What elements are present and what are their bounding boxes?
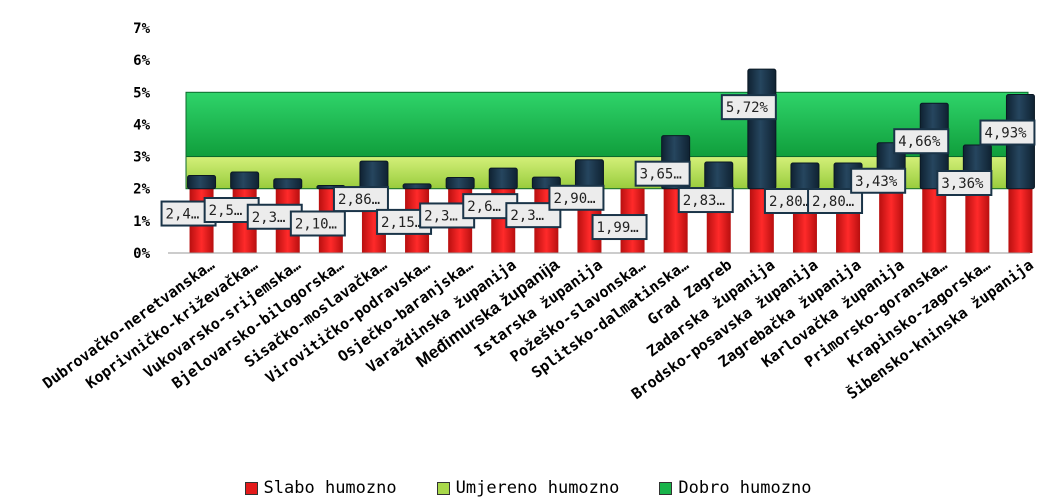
data-label-text: 2,5… xyxy=(209,203,243,219)
data-label-box xyxy=(677,187,734,214)
data-label: 3,43% xyxy=(850,167,907,194)
data-label-text: 2,83… xyxy=(683,193,725,209)
legend-item-umjereno: Umjereno humozno xyxy=(436,478,620,498)
data-label-text: 3,43% xyxy=(855,174,898,190)
data-label-text: 5,72% xyxy=(726,100,769,116)
legend-label: Slabo humozno xyxy=(263,478,397,498)
legend-swatch-red xyxy=(244,481,258,495)
y-tick-label: 0% xyxy=(133,246,150,262)
data-label-box xyxy=(720,94,777,121)
data-label-text: 2,3… xyxy=(510,208,544,224)
data-label-box xyxy=(591,214,648,241)
data-label-text: 2,10… xyxy=(295,217,337,233)
y-tick-label: 3% xyxy=(133,150,150,166)
bar xyxy=(402,183,432,190)
data-label-text: 2,86… xyxy=(338,192,380,208)
bar xyxy=(273,178,303,190)
data-label-text: 3,65… xyxy=(640,167,682,183)
data-label-text: 4,66% xyxy=(898,134,941,150)
y-tick-label: 1% xyxy=(133,214,150,230)
data-label-box xyxy=(850,167,907,194)
legend-label: Dobro humozno xyxy=(678,478,812,498)
bar xyxy=(230,171,260,190)
legend-label: Umjereno humozno xyxy=(455,478,620,498)
legend-swatch-green xyxy=(659,481,673,495)
bar xyxy=(359,160,389,190)
data-label: 2,10… xyxy=(289,210,346,237)
data-label-text: 2,90… xyxy=(553,191,595,207)
data-label: 2,86… xyxy=(332,186,389,213)
data-label-text: 2,15… xyxy=(381,215,423,231)
data-label-text: 2,3… xyxy=(252,210,286,226)
data-label-box xyxy=(548,184,605,211)
data-label: 2,83… xyxy=(677,187,734,214)
data-label-text: 3,36% xyxy=(941,176,984,192)
y-tick-label: 2% xyxy=(133,182,150,198)
data-label-box xyxy=(893,128,950,155)
legend-swatch-lightgreen xyxy=(436,481,450,495)
data-label-text: 2,80… xyxy=(812,194,854,210)
data-label-text: 1,99… xyxy=(597,220,639,236)
data-label: 2,80… xyxy=(807,188,864,214)
legend-item-slabo: Slabo humozno xyxy=(244,478,397,498)
bar xyxy=(747,68,777,190)
data-label-text: 4,93% xyxy=(984,126,1027,142)
data-label: 1,99… xyxy=(591,214,648,241)
bar xyxy=(574,159,604,190)
bar xyxy=(187,175,217,190)
bar xyxy=(445,176,475,190)
data-label-box xyxy=(332,186,389,213)
band-segment-slabo xyxy=(922,188,947,253)
data-label: 5,72% xyxy=(720,94,777,121)
bar xyxy=(704,161,734,190)
data-label: 2,90… xyxy=(548,184,605,211)
data-label-box xyxy=(979,119,1036,146)
y-tick-label: 4% xyxy=(133,117,150,133)
band-segment-slabo xyxy=(965,188,990,253)
data-label: 4,66% xyxy=(893,128,950,155)
data-label-text: 2,3… xyxy=(424,208,458,224)
band-segment-slabo xyxy=(879,188,904,253)
bar-chart: 0%1%2%3%4%5%6%7% 2,4…Dubrovačko-neretvan… xyxy=(39,21,1037,403)
data-label-text: 2,80… xyxy=(769,194,811,210)
bar xyxy=(790,162,820,190)
data-label-text: 2,4… xyxy=(166,207,200,223)
band-segment-slabo xyxy=(1008,188,1033,253)
data-label-box xyxy=(936,170,993,196)
bar xyxy=(488,167,518,190)
y-tick-label: 7% xyxy=(133,21,150,37)
y-tick-label: 6% xyxy=(133,53,150,69)
data-label: 4,93% xyxy=(979,119,1036,146)
y-tick-label: 5% xyxy=(133,85,150,101)
data-label-text: 2,6… xyxy=(467,199,501,215)
data-label: 3,65… xyxy=(634,160,691,187)
data-label: 3,36% xyxy=(936,170,993,196)
legend-item-dobro: Dobro humozno xyxy=(659,478,811,498)
data-label-box xyxy=(289,210,346,237)
legend: Slabo humozno Umjereno humozno Dobro hum… xyxy=(0,476,1056,500)
data-label-box xyxy=(634,160,691,187)
category-label: Koprivničko-križevačka… xyxy=(82,256,261,393)
